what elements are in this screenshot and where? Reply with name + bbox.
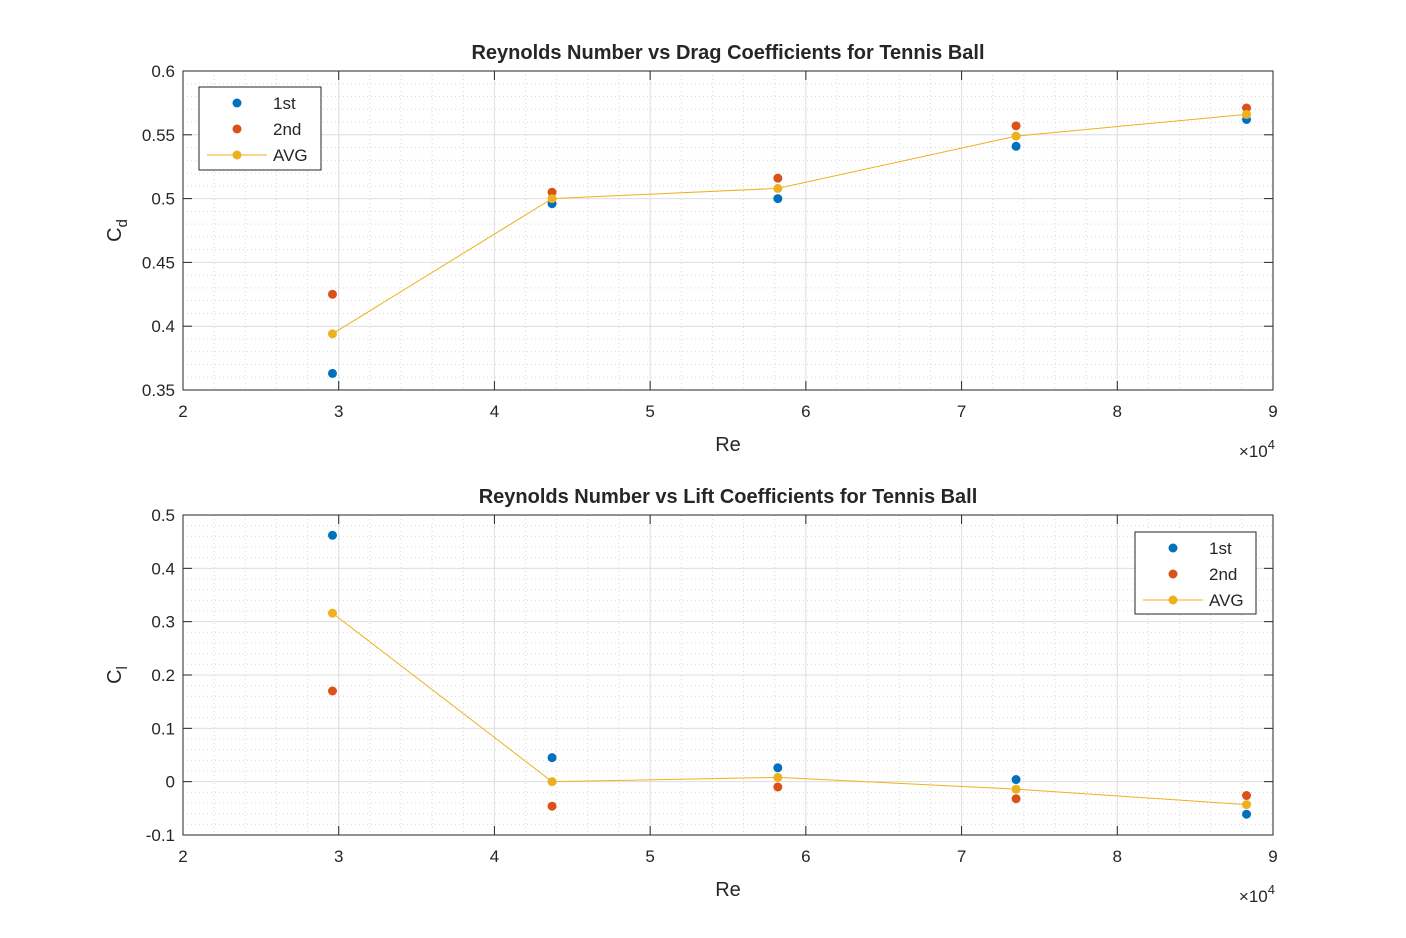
x-tick-label: 7 — [957, 847, 966, 866]
data-point — [1011, 775, 1021, 785]
data-point — [547, 194, 557, 204]
data-point — [1011, 141, 1021, 151]
axes-box — [182, 70, 1274, 391]
data-point — [327, 686, 337, 696]
y-axis-label: Cd — [104, 219, 131, 242]
legend-marker — [232, 150, 242, 160]
legend-marker — [1168, 569, 1178, 579]
data-point — [1011, 131, 1021, 141]
series-AVG — [327, 608, 1252, 810]
y-tick-label: 0.55 — [142, 126, 175, 145]
chart-title: Reynolds Number vs Drag Coefficients for… — [471, 42, 984, 64]
y-tick-label: 0.4 — [151, 559, 175, 578]
y-tick-label: 0.5 — [151, 506, 175, 525]
legend-marker — [232, 98, 242, 108]
series-1st — [327, 530, 1252, 819]
ticks: 2 3 4 5 6 7 8 9 0.35 0.4 0.45 0.5 0.55 0.6 — [142, 62, 1278, 421]
x-axis-exponent: ×104 — [1239, 437, 1275, 461]
legend-marker — [1168, 595, 1178, 605]
x-tick-label: 9 — [1268, 847, 1277, 866]
data-point — [327, 289, 337, 299]
data-point — [547, 187, 557, 197]
y-tick-label: 0.4 — [151, 317, 175, 336]
y-tick-label: -0.1 — [146, 826, 175, 845]
x-tick-label: 3 — [334, 847, 343, 866]
x-tick-label: 5 — [645, 847, 654, 866]
legend-label: AVG — [1209, 591, 1244, 610]
x-tick-label: 4 — [490, 402, 499, 421]
data-point — [773, 772, 783, 782]
y-tick-label: 0.45 — [142, 253, 175, 272]
y-tick-label: 0.35 — [142, 381, 175, 400]
x-tick-label: 5 — [645, 402, 654, 421]
x-tick-label: 7 — [957, 402, 966, 421]
x-tick-label: 6 — [801, 847, 810, 866]
legend-label: 1st — [1209, 539, 1232, 558]
data-point — [1011, 794, 1021, 804]
x-tick-label: 2 — [178, 847, 187, 866]
series-2nd — [327, 103, 1252, 299]
legend-label: 2nd — [273, 120, 301, 139]
legend-label: AVG — [273, 146, 308, 165]
y-tick-label: 0.6 — [151, 62, 175, 81]
x-tick-label: 9 — [1268, 402, 1277, 421]
x-tick-label: 8 — [1113, 847, 1122, 866]
data-point — [1011, 784, 1021, 794]
ticks: 2 3 4 5 6 7 8 9 -0.1 0 0.1 0.2 0.3 0.4 0.5 — [146, 506, 1278, 866]
data-point — [773, 173, 783, 183]
data-point — [1242, 809, 1252, 819]
series-AVG — [327, 109, 1252, 339]
data-point — [547, 801, 557, 811]
legend-marker — [1168, 543, 1178, 553]
y-tick-label: 0.3 — [151, 613, 175, 632]
series-2nd — [327, 686, 1252, 811]
data-point — [327, 329, 337, 339]
data-point — [547, 777, 557, 787]
chart-drag: 2 3 4 5 6 7 8 9 0.35 0.4 0.45 0.5 0.55 0.6 Reynolds Nu… — [104, 42, 1278, 461]
x-axis-label: Re — [715, 434, 741, 456]
data-point — [773, 782, 783, 792]
y-axis-label: Cl — [104, 666, 131, 684]
data-point — [1242, 109, 1252, 119]
data-point — [327, 530, 337, 540]
x-tick-label: 2 — [178, 402, 187, 421]
chart-title: Reynolds Number vs Lift Coefficients for… — [479, 486, 978, 508]
x-tick-label: 3 — [334, 402, 343, 421]
data-point — [1242, 103, 1252, 113]
data-point — [1242, 791, 1252, 801]
legend-box — [198, 86, 322, 171]
chart-lift: 2 3 4 5 6 7 8 9 -0.1 0 0.1 0.2 0.3 0.4 0.5 Reynolds Num… — [104, 486, 1278, 906]
y-tick-label: 0 — [166, 773, 175, 792]
y-tick-label: 0.1 — [151, 719, 175, 738]
data-point — [327, 368, 337, 378]
data-point — [1011, 121, 1021, 131]
x-tick-label: 4 — [490, 847, 499, 866]
data-point — [327, 608, 337, 618]
x-axis-label: Re — [715, 879, 741, 901]
data-point — [547, 753, 557, 763]
x-tick-label: 6 — [801, 402, 810, 421]
x-tick-label: 8 — [1113, 402, 1122, 421]
legend: 1st 2nd AVG — [1134, 531, 1257, 615]
x-axis-exponent: ×104 — [1239, 882, 1275, 906]
y-tick-label: 0.5 — [151, 190, 175, 209]
data-point — [773, 194, 783, 204]
legend-label: 2nd — [1209, 565, 1237, 584]
legend: 1st 2nd AVG — [198, 86, 322, 171]
y-tick-label: 0.2 — [151, 666, 175, 685]
data-point — [773, 763, 783, 773]
legend-marker — [232, 124, 242, 134]
data-point — [773, 183, 783, 193]
data-point — [1242, 800, 1252, 810]
legend-label: 1st — [273, 94, 296, 113]
plot-area — [183, 71, 1273, 390]
